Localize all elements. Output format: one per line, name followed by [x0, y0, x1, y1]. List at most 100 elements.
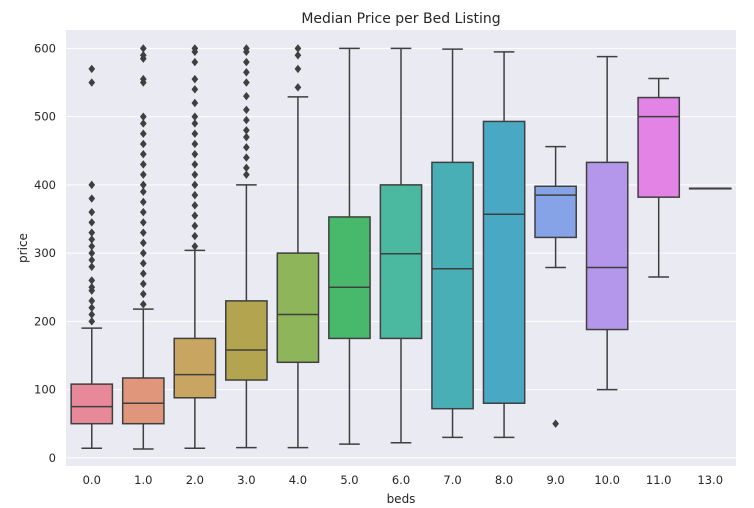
outlier-point: [243, 132, 250, 142]
outlier-point: [294, 83, 302, 92]
box-group: [482, 51, 526, 439]
box: [379, 184, 423, 340]
outlier-point: [139, 269, 147, 278]
outlier-point: [88, 207, 96, 217]
x-tick-label: 9.0: [546, 473, 564, 487]
y-tick-label: 500: [34, 110, 56, 124]
box: [70, 383, 114, 425]
box: [534, 185, 577, 239]
outlier-point: [88, 64, 96, 74]
outlier-point: [88, 317, 96, 326]
outlier-point: [191, 44, 199, 53]
outlier-point: [139, 218, 147, 227]
chart-title: Median Price per Bed Listing: [301, 11, 500, 27]
x-tick-label: 1.0: [134, 473, 152, 487]
box-group: [534, 145, 577, 428]
outlier-point: [139, 197, 147, 207]
outlier-point: [139, 51, 147, 60]
outlier-point: [191, 180, 199, 190]
y-tick-label: 300: [34, 246, 56, 260]
box: [482, 120, 526, 404]
boxes-layer: [70, 44, 732, 450]
outlier-point: [139, 238, 147, 248]
outlier-point: [139, 259, 147, 268]
y-axis-label: price: [16, 233, 30, 263]
x-tick-label: 6.0: [392, 473, 410, 487]
box: [431, 161, 474, 410]
x-axis-label: beds: [387, 492, 416, 506]
outlier-point: [88, 228, 96, 237]
box-group: [121, 44, 165, 450]
x-tick-label: 8.0: [495, 473, 513, 487]
outlier-point: [191, 119, 199, 128]
outlier-point: [88, 248, 96, 258]
outlier-point: [243, 143, 250, 152]
outlier-point: [191, 160, 199, 169]
outlier-point: [88, 283, 96, 292]
outlier-point: [552, 419, 559, 428]
outlier-point: [294, 51, 302, 60]
outlier-point: [88, 255, 96, 265]
outlier-point: [243, 68, 250, 77]
outlier-point: [139, 279, 147, 289]
y-tick-label: 100: [34, 383, 56, 397]
box-group: [225, 44, 268, 449]
outlier-point: [88, 180, 96, 190]
outlier-point: [139, 129, 147, 138]
outlier-point: [191, 85, 199, 94]
box-group: [585, 55, 629, 391]
outlier-point: [243, 44, 250, 53]
outlier-point: [243, 126, 250, 135]
outlier-point: [139, 44, 147, 53]
y-tick-label: 0: [49, 451, 56, 465]
x-tick-label: 0.0: [83, 473, 101, 487]
outlier-point: [191, 221, 199, 231]
outlier-point: [243, 78, 250, 87]
y-tick-labels: 0 100 200 300 400 500 600: [34, 41, 56, 464]
x-tick-labels: 0.0 1.0 2.0 3.0 4.0 5.0 6.0 7.0 8.0 9.0 10.0 11.0 13…: [83, 473, 723, 487]
outlier-point: [88, 310, 96, 319]
outlier-point: [88, 78, 96, 87]
outlier-point: [139, 160, 147, 169]
outlier-point: [191, 57, 199, 67]
outlier-point: [139, 180, 147, 190]
outlier-point: [139, 228, 147, 237]
x-tick-label: 13.0: [697, 473, 723, 487]
box-group: [70, 64, 114, 450]
outlier-point: [139, 289, 147, 299]
outlier-point: [243, 105, 250, 115]
outlier-point: [191, 231, 199, 241]
x-tick-label: 4.0: [289, 473, 307, 487]
outlier-point: [294, 44, 302, 53]
x-tick-label: 5.0: [340, 473, 358, 487]
outlier-point: [139, 74, 147, 84]
outlier-point: [243, 153, 250, 162]
outlier-point: [191, 112, 199, 121]
outlier-point: [139, 300, 147, 309]
outlier-point: [88, 262, 96, 271]
box: [328, 216, 371, 340]
outlier-point: [139, 248, 147, 258]
box: [173, 337, 217, 399]
y-tick-label: 200: [34, 314, 56, 328]
outlier-point: [191, 211, 199, 220]
outlier-point: [88, 218, 96, 227]
outlier-point: [191, 98, 199, 108]
outlier-point: [243, 91, 250, 101]
outlier-point: [139, 149, 147, 159]
outlier-point: [139, 112, 147, 121]
outlier-point: [88, 276, 96, 285]
outlier-point: [191, 149, 199, 159]
x-tick-label: 2.0: [186, 473, 204, 487]
box-group: [431, 48, 474, 439]
outlier-point: [191, 190, 199, 200]
x-tick-label: 3.0: [237, 473, 255, 487]
outlier-point: [88, 303, 96, 312]
outlier-point: [139, 207, 147, 217]
outlier-point: [88, 296, 96, 306]
outlier-point: [88, 194, 96, 203]
y-tick-label: 400: [34, 178, 56, 192]
box-group: [379, 47, 423, 444]
outlier-point: [191, 201, 199, 210]
outlier-point: [88, 235, 96, 244]
